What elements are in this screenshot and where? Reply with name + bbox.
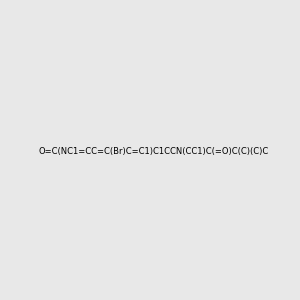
Text: O=C(NC1=CC=C(Br)C=C1)C1CCN(CC1)C(=O)C(C)(C)C: O=C(NC1=CC=C(Br)C=C1)C1CCN(CC1)C(=O)C(C)… (39, 147, 269, 156)
